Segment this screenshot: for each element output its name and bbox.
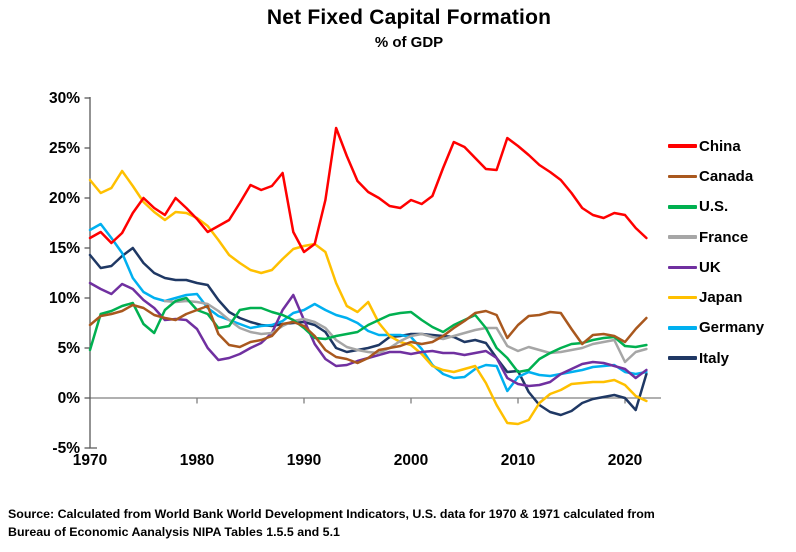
legend-item-germany: Germany: [668, 313, 794, 343]
legend-item-france: France: [668, 222, 794, 252]
legend-item-label: Italy: [699, 349, 730, 367]
series-line-italy: [88, 246, 648, 417]
legend-item-uk: UK: [668, 252, 794, 282]
legend-color-swatch: [668, 356, 697, 361]
legend-color-swatch: [668, 295, 697, 300]
y-axis-label: 25%: [49, 140, 80, 157]
x-axis-label: 1980: [180, 452, 214, 469]
series-line-us: [88, 296, 648, 374]
legend-item-label: China: [699, 137, 741, 155]
legend-color-swatch: [668, 265, 697, 270]
y-axis-label: -5%: [52, 440, 80, 457]
y-axis-label: 30%: [49, 90, 80, 107]
series-line-china: [88, 126, 648, 254]
source-note: Source: Calculated from World Bank World…: [8, 506, 792, 542]
legend-color-swatch: [668, 235, 697, 239]
x-axis-label: 2010: [501, 452, 535, 469]
legend-item-italy: Italy: [668, 343, 794, 373]
x-axis-label: 1990: [287, 452, 321, 469]
legend-item-label: Germany: [699, 319, 765, 337]
source-note-line2: Bureau of Economic Aanalysis NIPA Tables…: [8, 524, 340, 539]
x-axis-label: 1970: [73, 452, 107, 469]
series-line-canada: [88, 303, 648, 365]
series-line-japan: [88, 169, 648, 426]
legend-color-swatch: [668, 326, 697, 330]
source-note-line1: Source: Calculated from World Bank World…: [8, 507, 655, 521]
legend-item-label: U.S.: [699, 198, 729, 216]
y-axis-label: 20%: [49, 190, 80, 207]
legend-item-label: Japan: [699, 289, 743, 307]
y-axis-label: 5%: [58, 340, 81, 357]
legend-item-label: Canada: [699, 167, 754, 185]
x-axis-label: 2020: [608, 452, 642, 469]
series-line-germany: [88, 222, 648, 393]
legend-color-swatch: [668, 174, 697, 179]
y-axis-label: 10%: [49, 290, 80, 307]
legend-item-canada: Canada: [668, 161, 794, 191]
legend-color-swatch: [668, 144, 697, 148]
y-axis-label: 15%: [49, 240, 80, 257]
chart-subtitle: % of GDP: [374, 34, 444, 51]
legend-item-china: China: [668, 131, 794, 161]
legend-item-japan: Japan: [668, 282, 794, 312]
chart-title: Net Fixed Capital Formation: [266, 6, 552, 29]
chart-legend: China Canada U.S. France UK Japan Germany Italy: [668, 131, 794, 373]
legend-color-swatch: [668, 204, 697, 209]
legend-item-us: U.S.: [668, 192, 794, 222]
y-axis-label: 0%: [58, 390, 81, 407]
legend-item-label: France: [699, 228, 749, 246]
legend-item-label: UK: [699, 258, 721, 276]
x-axis-label: 2000: [394, 452, 428, 469]
series-line-france: [163, 299, 648, 364]
y-axis-line: [89, 97, 97, 449]
